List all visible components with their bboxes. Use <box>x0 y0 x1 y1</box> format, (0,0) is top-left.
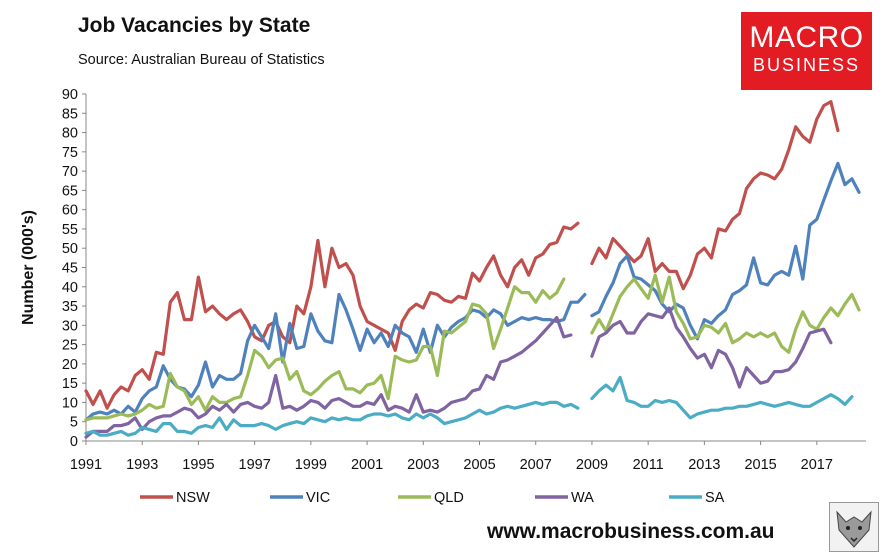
footer-url: www.macrobusiness.com.au <box>487 520 775 543</box>
x-tick-label: 1999 <box>295 457 327 473</box>
logo-line2: BUSINESS <box>752 55 861 75</box>
x-tick-label: 1997 <box>239 457 271 473</box>
chart-title: Job Vacancies by State <box>78 14 311 37</box>
x-tick-label: 2007 <box>520 457 552 473</box>
y-tick-label: 5 <box>70 415 78 431</box>
chart-series <box>84 100 861 439</box>
macrobusiness-logo: MACRO BUSINESS <box>741 12 872 90</box>
y-tick-label: 85 <box>62 106 78 122</box>
y-tick-label: 80 <box>62 126 78 142</box>
series-line-wa <box>590 306 833 389</box>
series-line-qld <box>84 277 566 422</box>
x-tick-label: 2017 <box>801 457 833 473</box>
legend-label-nsw: NSW <box>176 490 210 506</box>
y-tick-label: 25 <box>62 338 78 354</box>
x-tick-label: 1995 <box>182 457 214 473</box>
x-tick-label: 2013 <box>688 457 720 473</box>
y-tick-label: 50 <box>62 241 78 257</box>
legend-label-qld: QLD <box>434 490 464 506</box>
y-tick-label: 0 <box>70 434 78 450</box>
chart-subtitle: Source: Australian Bureau of Statistics <box>78 52 325 68</box>
x-tick-label: 2009 <box>576 457 608 473</box>
legend-label-wa: WA <box>571 490 594 506</box>
x-tick-label: 1993 <box>126 457 158 473</box>
x-tick-label: 2005 <box>463 457 495 473</box>
x-tick-label: 2001 <box>351 457 383 473</box>
y-tick-label: 75 <box>62 145 78 161</box>
y-tick-label: 65 <box>62 183 78 199</box>
y-tick-label: 45 <box>62 261 78 277</box>
series-line-sa <box>590 375 854 420</box>
y-tick-label: 30 <box>62 318 78 334</box>
y-tick-label: 15 <box>62 376 78 392</box>
y-tick-label: 55 <box>62 222 78 238</box>
x-tick-label: 2011 <box>633 457 664 473</box>
x-tick-label: 2003 <box>407 457 439 473</box>
series-line-nsw <box>590 100 840 291</box>
wolf-icon <box>829 502 879 552</box>
x-tick-label: 2015 <box>744 457 776 473</box>
x-tick-label: 1991 <box>70 457 102 473</box>
y-tick-label: 35 <box>62 299 78 315</box>
y-tick-label: 10 <box>62 395 78 411</box>
series-line-wa <box>84 316 573 439</box>
chart-axes: 0 5 10 15 20 25 30 35 40 45 50 55 60 65 70 75 80 85 90 1991… <box>20 87 866 473</box>
logo-line1: MACRO <box>749 21 864 54</box>
y-tick-label: 70 <box>62 164 78 180</box>
series-line-vic <box>590 161 861 341</box>
y-tick-label: 90 <box>62 87 78 103</box>
chart-legend: NSW VIC QLD WA SA <box>140 490 725 506</box>
series-line-nsw <box>84 221 580 410</box>
legend-label-sa: SA <box>705 490 725 506</box>
y-tick-label: 60 <box>62 203 78 219</box>
y-tick-label: 40 <box>62 280 78 296</box>
y-axis-title: Number (000's) <box>20 210 37 325</box>
legend-label-vic: VIC <box>306 490 330 506</box>
series-line-sa <box>84 400 580 437</box>
y-tick-label: 20 <box>62 357 78 373</box>
series-line-qld <box>590 273 861 354</box>
